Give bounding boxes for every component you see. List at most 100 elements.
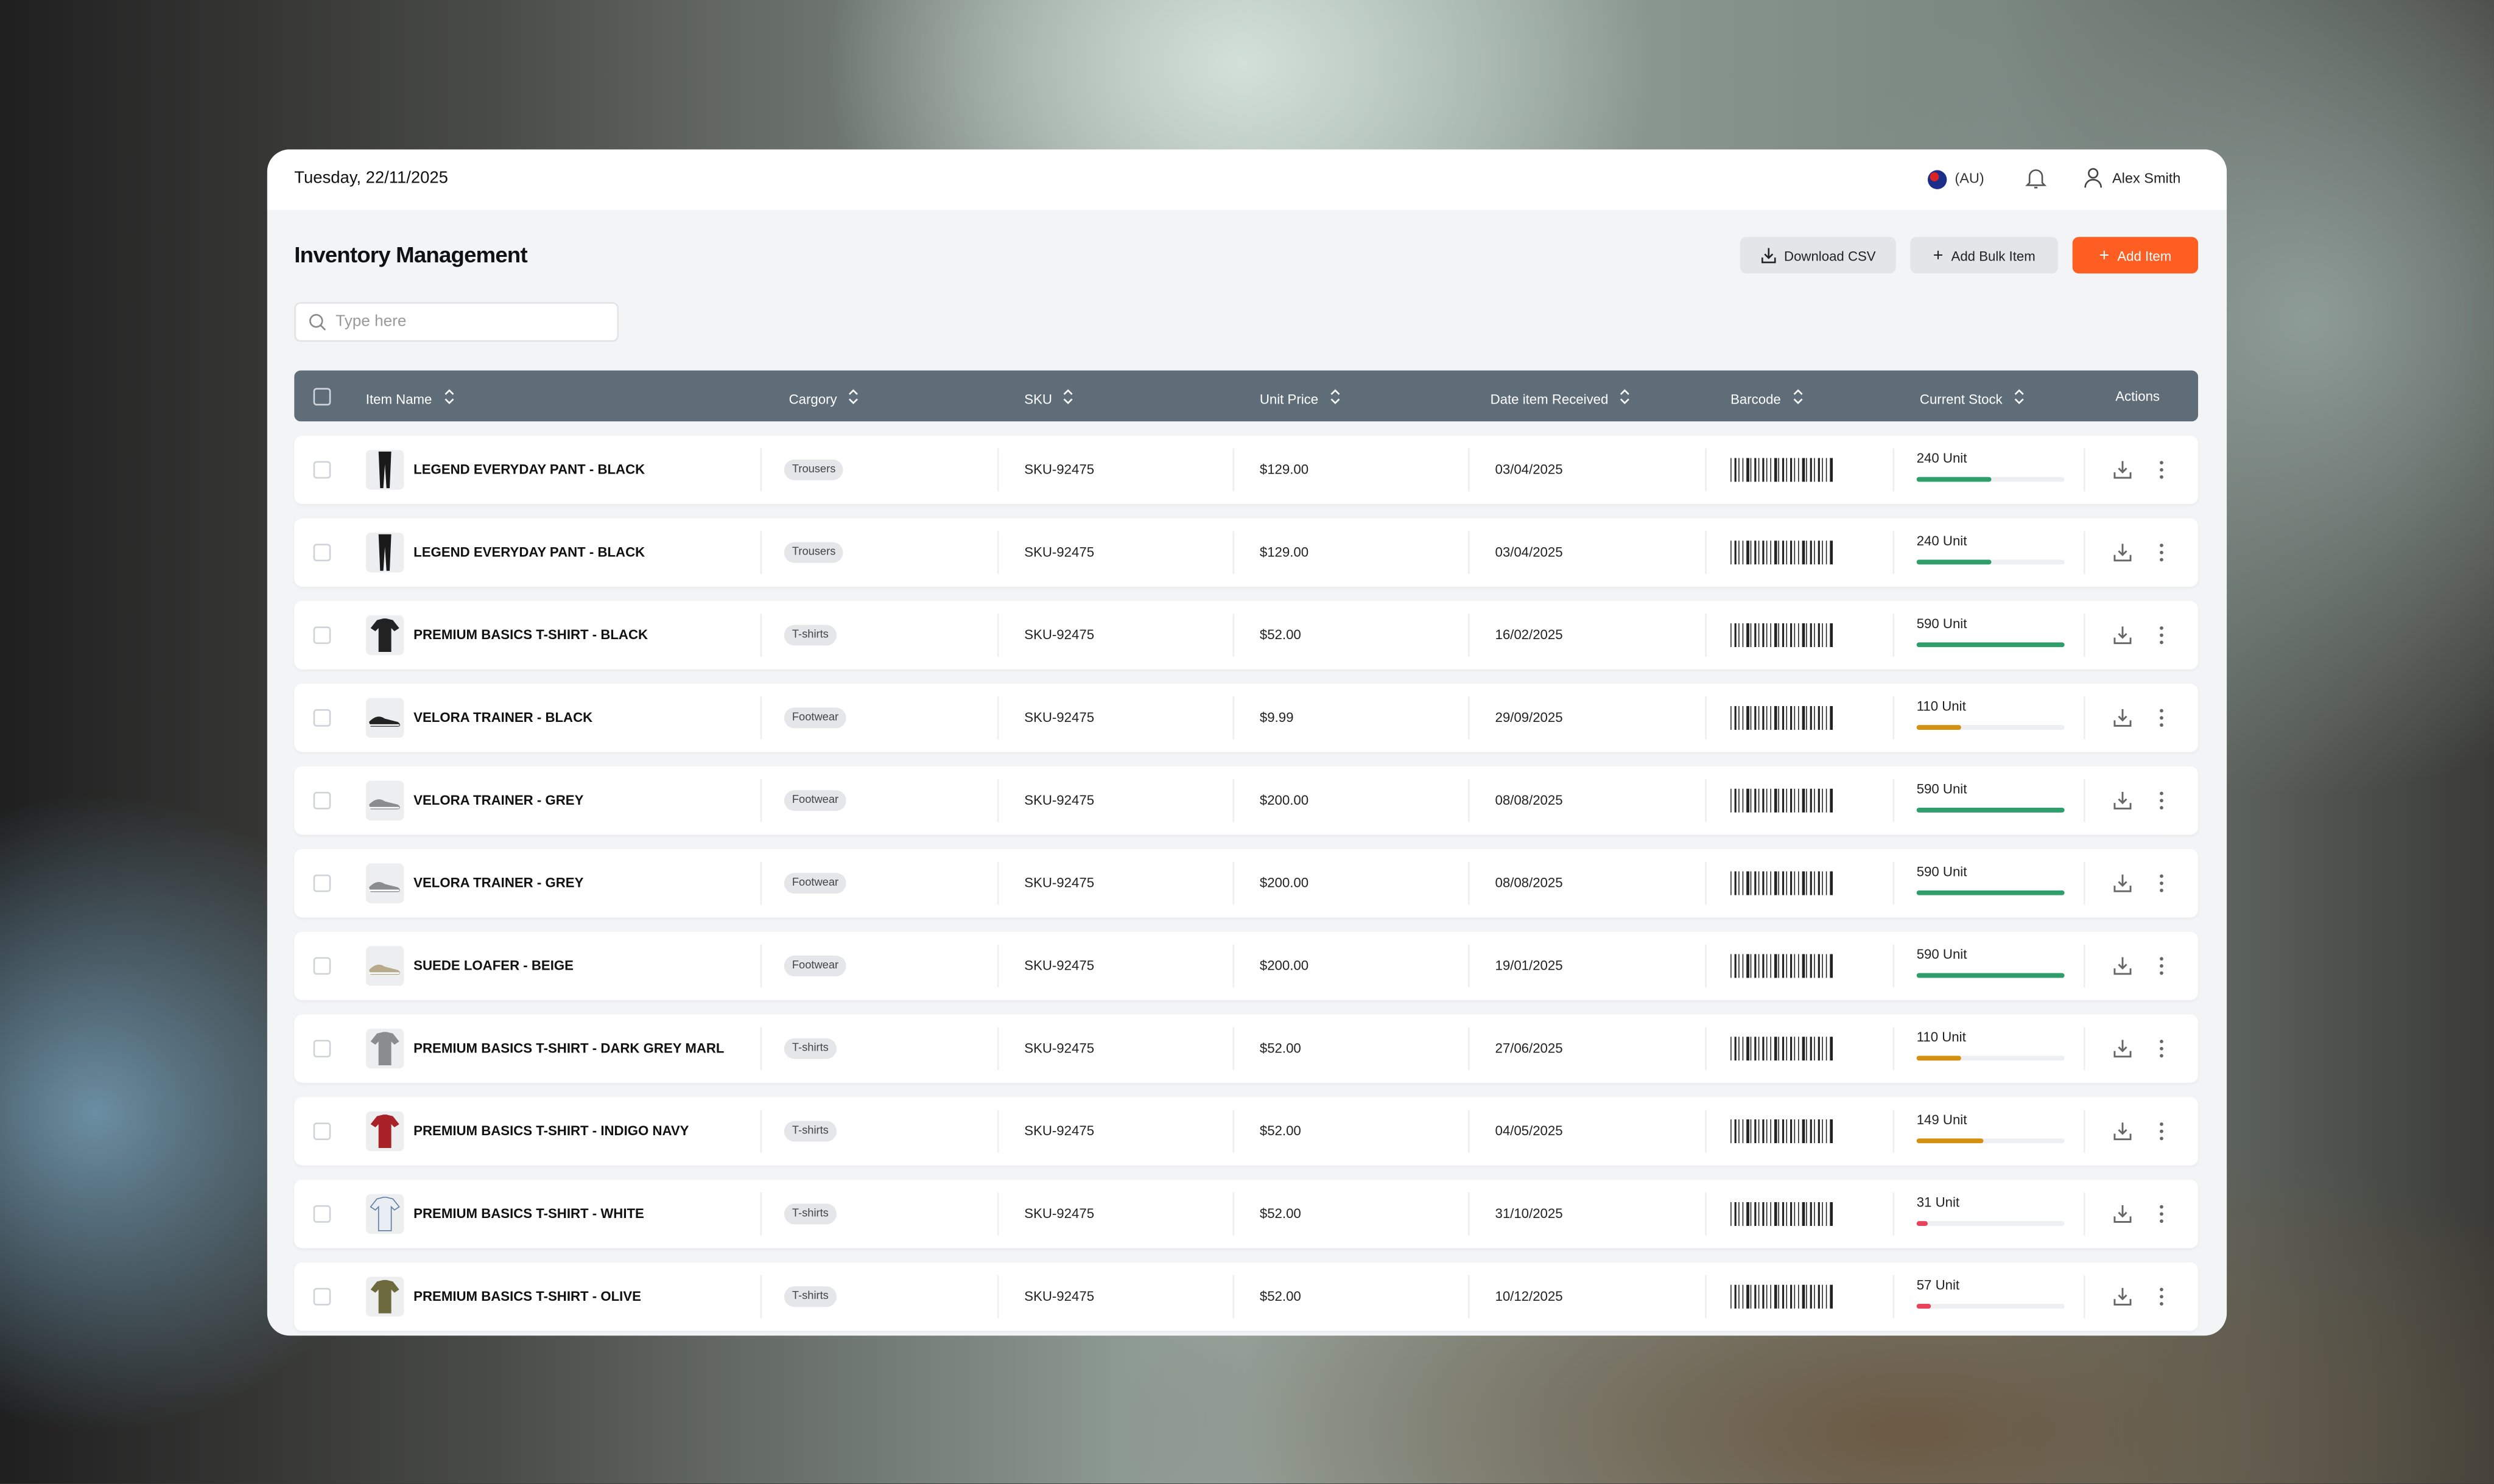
sort-icon[interactable]	[1329, 388, 1340, 408]
sort-icon[interactable]	[1620, 388, 1631, 408]
download-icon[interactable]	[2112, 956, 2133, 976]
row-checkbox[interactable]	[313, 461, 331, 479]
table-row[interactable]: PREMIUM BASICS T-SHIRT - BLACK T-shirts SK…	[294, 601, 2199, 670]
table-row[interactable]: VELORA TRAINER - BLACK Footwear SKU-92475 $…	[294, 684, 2199, 752]
user-icon[interactable]	[2084, 167, 2102, 189]
download-icon[interactable]	[2112, 1286, 2133, 1307]
row-checkbox[interactable]	[313, 626, 331, 644]
item-name[interactable]: VELORA TRAINER - BLACK	[413, 709, 593, 726]
download-icon[interactable]	[2112, 1038, 2133, 1059]
stock-level-fill	[1916, 1221, 1929, 1227]
table-row[interactable]: PREMIUM BASICS T-SHIRT - WHITE T-shirts SK…	[294, 1180, 2199, 1248]
item-name[interactable]: VELORA TRAINER - GREY	[413, 874, 584, 891]
column-label: Actions	[2115, 388, 2160, 404]
divider	[1468, 1110, 1470, 1153]
locale-selector[interactable]: (AU)	[1955, 170, 1984, 186]
sort-icon[interactable]	[2014, 388, 2025, 408]
current-stock: 31 Unit	[1916, 1194, 1960, 1210]
more-options-icon[interactable]	[2159, 956, 2165, 976]
date-received: 19/01/2025	[1495, 957, 1563, 973]
item-name[interactable]: LEGEND EVERYDAY PANT - BLACK	[413, 461, 645, 477]
item-name[interactable]: PREMIUM BASICS T-SHIRT - OLIVE	[413, 1287, 641, 1304]
sort-icon[interactable]	[848, 388, 859, 408]
bell-icon[interactable]	[2025, 167, 2047, 191]
more-options-icon[interactable]	[2159, 1286, 2165, 1307]
table-row[interactable]: PREMIUM BASICS T-SHIRT - OLIVE T-shirts SK…	[294, 1262, 2199, 1331]
column-header-sku[interactable]: SKU	[1024, 388, 1074, 408]
more-options-icon[interactable]	[2159, 707, 2165, 728]
divider	[1892, 1027, 1895, 1071]
item-name[interactable]: VELORA TRAINER - GREY	[413, 791, 584, 808]
table-row[interactable]: LEGEND EVERYDAY PANT - BLACK Trousers SKU-…	[294, 518, 2199, 587]
more-options-icon[interactable]	[2159, 625, 2165, 646]
download-icon[interactable]	[2112, 1121, 2133, 1142]
divider	[2083, 1110, 2085, 1153]
table-row[interactable]: PREMIUM BASICS T-SHIRT - INDIGO NAVY T-sh…	[294, 1097, 2199, 1166]
item-name[interactable]: PREMIUM BASICS T-SHIRT - DARK GREY MARL	[413, 1040, 725, 1056]
download-icon[interactable]	[2112, 542, 2133, 563]
divider	[997, 614, 999, 657]
download-csv-button[interactable]: Download CSV	[1740, 237, 1896, 274]
add-item-button[interactable]: + Add Item	[2072, 237, 2199, 274]
item-name[interactable]: LEGEND EVERYDAY PANT - BLACK	[413, 544, 645, 560]
user-name[interactable]: Alex Smith	[2112, 170, 2181, 186]
add-item-label: Add Item	[2117, 247, 2172, 264]
download-icon[interactable]	[2112, 625, 2133, 646]
item-name[interactable]: PREMIUM BASICS T-SHIRT - BLACK	[413, 626, 648, 643]
divider	[1892, 531, 1895, 575]
add-bulk-item-button[interactable]: + Add Bulk Item	[1910, 237, 2059, 274]
more-options-icon[interactable]	[2159, 460, 2165, 480]
row-checkbox[interactable]	[313, 1040, 331, 1058]
divider	[1705, 614, 1707, 657]
download-icon[interactable]	[2112, 707, 2133, 728]
more-options-icon[interactable]	[2159, 873, 2165, 894]
row-checkbox[interactable]	[313, 1122, 331, 1140]
more-options-icon[interactable]	[2159, 542, 2165, 563]
item-name[interactable]: PREMIUM BASICS T-SHIRT - WHITE	[413, 1205, 644, 1222]
item-name[interactable]: SUEDE LOAFER - BEIGE	[413, 957, 574, 973]
search-input[interactable]: Type here	[294, 302, 619, 342]
table-row[interactable]: VELORA TRAINER - GREY Footwear SKU-92475 $2…	[294, 766, 2199, 835]
row-checkbox[interactable]	[313, 874, 331, 892]
table-row[interactable]: LEGEND EVERYDAY PANT - BLACK Trousers SKU-…	[294, 435, 2199, 505]
divider	[1468, 861, 1470, 905]
column-header-date-item-received[interactable]: Date item Received	[1491, 388, 1631, 408]
more-options-icon[interactable]	[2159, 1038, 2165, 1059]
table-row[interactable]: PREMIUM BASICS T-SHIRT - DARK GREY MARL T…	[294, 1014, 2199, 1083]
table-row[interactable]: SUEDE LOAFER - BEIGE Footwear SKU-92475 $20…	[294, 931, 2199, 1001]
item-name[interactable]: PREMIUM BASICS T-SHIRT - INDIGO NAVY	[413, 1122, 689, 1139]
download-icon[interactable]	[2112, 460, 2133, 480]
product-thumbnail	[365, 1194, 404, 1234]
sort-icon[interactable]	[443, 388, 454, 408]
table-row[interactable]: VELORA TRAINER - GREY Footwear SKU-92475 $2…	[294, 849, 2199, 918]
row-checkbox[interactable]	[313, 544, 331, 562]
more-options-icon[interactable]	[2159, 790, 2165, 811]
column-header-barcode[interactable]: Barcode	[1730, 388, 1803, 408]
column-header-current-stock[interactable]: Current Stock	[1920, 388, 2025, 408]
barcode-image	[1730, 788, 1833, 813]
australia-flag-icon[interactable]	[1927, 170, 1947, 189]
row-checkbox[interactable]	[313, 791, 331, 810]
select-all-checkbox[interactable]	[313, 388, 331, 406]
column-header-unit-price[interactable]: Unit Price	[1260, 388, 1341, 408]
current-stock: 590 Unit	[1916, 615, 1967, 632]
divider	[760, 614, 762, 657]
row-checkbox[interactable]	[313, 957, 331, 975]
column-label: Barcode	[1730, 390, 1781, 407]
more-options-icon[interactable]	[2159, 1121, 2165, 1142]
sort-icon[interactable]	[1792, 388, 1803, 408]
barcode-image	[1730, 1202, 1833, 1227]
download-icon[interactable]	[2112, 1203, 2133, 1224]
divider	[997, 1192, 999, 1236]
more-options-icon[interactable]	[2159, 1203, 2165, 1224]
stock-level-fill	[1916, 725, 1961, 730]
row-checkbox[interactable]	[313, 709, 331, 727]
column-header-actions[interactable]: Actions	[2115, 388, 2160, 404]
download-icon[interactable]	[2112, 790, 2133, 811]
column-header-cargory[interactable]: Cargory	[789, 388, 860, 408]
column-header-item-name[interactable]: Item Name	[366, 388, 454, 408]
sort-icon[interactable]	[1063, 388, 1074, 408]
download-icon[interactable]	[2112, 873, 2133, 894]
row-checkbox[interactable]	[313, 1287, 331, 1306]
row-checkbox[interactable]	[313, 1205, 331, 1223]
